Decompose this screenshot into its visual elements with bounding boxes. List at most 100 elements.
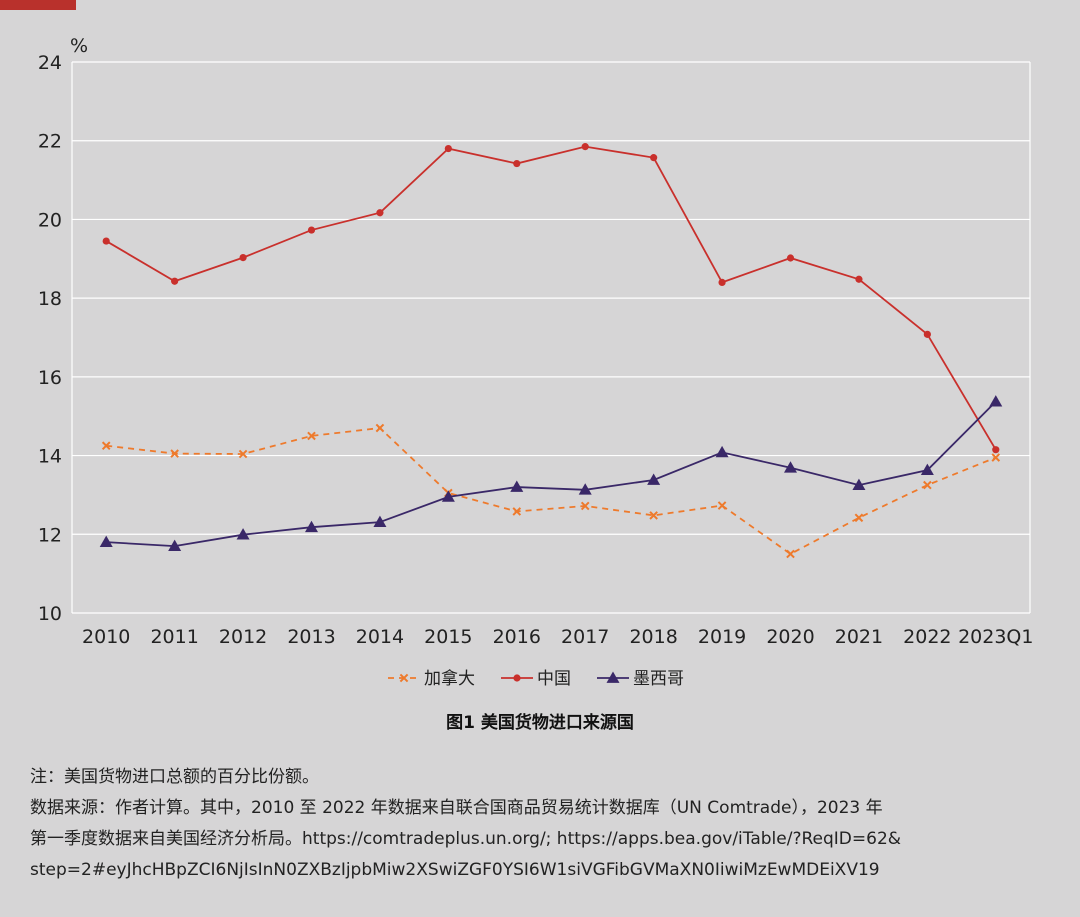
data-point (239, 254, 247, 262)
series-line (105, 145, 997, 451)
y-tick-label: 14 (38, 446, 62, 468)
data-point (170, 449, 179, 458)
y-unit-label: % (70, 35, 88, 57)
data-point (307, 226, 316, 234)
x-tick-label: 2011 (150, 626, 198, 648)
x-tick-label: 2010 (82, 626, 130, 648)
data-point (854, 513, 864, 523)
data-point-stroke (101, 441, 111, 451)
note-line: 第一季度数据来自美国经济分析局。https://comtradeplus.un.… (30, 829, 902, 849)
data-point (99, 535, 113, 548)
data-point (441, 490, 455, 502)
data-point-stroke (170, 449, 179, 458)
y-tick-label: 12 (38, 524, 62, 546)
data-point (373, 515, 387, 527)
x-axis: 2010 2011 2012 2013 2014 2015 2016 2017 2018 2019… (82, 626, 1033, 648)
series-2 (99, 395, 1003, 551)
data-point (786, 254, 795, 262)
data-point (580, 501, 590, 511)
chart-series (99, 143, 1003, 559)
data-point (650, 154, 658, 162)
data-point-stroke (399, 673, 409, 683)
data-point (649, 511, 658, 520)
data-point (305, 520, 318, 533)
chart-legend: 加拿大 中国 墨西哥 (388, 668, 684, 689)
note-line: 数据来源：作者计算。其中，2010 至 2022 年数据来自联合国商品贸易统计数… (30, 798, 883, 818)
data-point (307, 431, 316, 441)
data-point (444, 144, 452, 153)
data-point (513, 159, 521, 168)
x-tick-label: 2018 (629, 626, 677, 648)
series-1 (102, 143, 1000, 454)
data-point-stroke (649, 511, 658, 520)
data-point-stroke (786, 549, 795, 559)
data-point (715, 445, 729, 458)
data-point (399, 673, 409, 683)
data-point (989, 395, 1003, 407)
data-point (238, 449, 248, 459)
legend-item: 墨西哥 (597, 669, 684, 689)
x-tick-label: 2022 (903, 626, 951, 648)
x-tick-label: 2023Q1 (958, 626, 1033, 648)
legend-item: 中国 (501, 669, 571, 689)
data-point (101, 441, 111, 451)
x-tick-label: 2021 (835, 626, 883, 648)
data-point (992, 446, 1000, 454)
y-tick-label: 16 (38, 367, 62, 389)
x-tick-label: 2017 (561, 626, 609, 648)
data-point (171, 277, 179, 285)
data-point (606, 671, 620, 683)
data-point (991, 453, 1001, 462)
corner-accent-bar (0, 0, 76, 10)
series-0 (101, 423, 1001, 559)
data-point-stroke (580, 501, 590, 511)
data-point (923, 330, 931, 338)
data-point (852, 478, 866, 490)
data-point-stroke (238, 449, 248, 459)
series-line (106, 401, 997, 547)
data-point-stroke (307, 431, 316, 441)
data-point (786, 549, 795, 559)
data-point-stroke (854, 513, 864, 523)
data-point-stroke (512, 507, 522, 516)
chart-grid (71, 61, 1031, 614)
figure-caption: 图1 美国货物进口来源国 (446, 713, 634, 733)
legend-label: 加拿大 (424, 668, 475, 689)
y-tick-label: 18 (38, 288, 62, 310)
data-point (236, 528, 250, 540)
data-point (512, 507, 522, 516)
y-tick-label: 22 (38, 131, 62, 153)
note-line: step=2#eyJhcHBpZCI6NjIsInN0ZXBzIjpbMiw2X… (30, 860, 880, 880)
x-tick-label: 2014 (356, 626, 404, 648)
data-point (513, 674, 521, 682)
data-point (855, 275, 863, 283)
data-point (647, 473, 661, 485)
legend-label: 墨西哥 (633, 669, 684, 689)
note-line: 注：美国货物进口总额的百分比份额。 (30, 767, 319, 787)
legend-label: 中国 (537, 669, 571, 689)
x-tick-label: 2013 (287, 626, 335, 648)
data-point (920, 463, 934, 476)
x-tick-label: 2015 (424, 626, 472, 648)
y-tick-label: 10 (38, 603, 62, 625)
data-point (376, 209, 384, 217)
y-axis: 10 12 14 16 18 20 22 24% (38, 35, 88, 625)
data-point (102, 237, 110, 245)
data-point (168, 539, 182, 551)
x-tick-label: 2019 (698, 626, 746, 648)
figure-notes: 注：美国货物进口总额的百分比份额。 数据来源：作者计算。其中，2010 至 20… (30, 762, 1070, 886)
data-point (581, 143, 589, 151)
y-tick-label: 20 (38, 209, 62, 231)
x-tick-label: 2012 (219, 626, 267, 648)
data-point (923, 480, 932, 490)
data-point-stroke (991, 453, 1001, 462)
series-line (106, 427, 997, 556)
data-point (784, 461, 797, 473)
data-point (717, 501, 727, 510)
y-tick-label: 24 (38, 52, 62, 74)
data-point (510, 480, 524, 492)
x-tick-label: 2016 (493, 626, 541, 648)
data-point-stroke (375, 423, 385, 433)
data-point (375, 423, 385, 433)
